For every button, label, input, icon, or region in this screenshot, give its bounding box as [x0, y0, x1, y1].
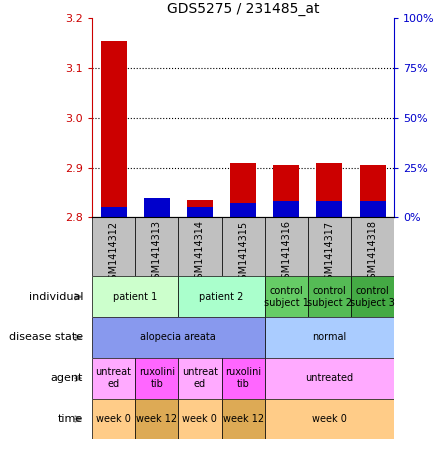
- Bar: [351, 276, 394, 317]
- Title: GDS5275 / 231485_at: GDS5275 / 231485_at: [167, 2, 319, 16]
- Text: agent: agent: [51, 373, 83, 383]
- Text: untreat
ed: untreat ed: [95, 367, 131, 389]
- Bar: [265, 399, 394, 439]
- Text: control
subject 3: control subject 3: [350, 286, 395, 308]
- Bar: [178, 358, 222, 399]
- Text: individual: individual: [29, 292, 83, 302]
- Text: ruxolini
tib: ruxolini tib: [225, 367, 261, 389]
- Text: GSM1414318: GSM1414318: [367, 221, 378, 285]
- Text: control
subject 2: control subject 2: [307, 286, 352, 308]
- Bar: [273, 202, 299, 217]
- Bar: [101, 207, 127, 217]
- Text: week 0: week 0: [312, 414, 347, 424]
- Bar: [178, 276, 265, 317]
- Text: GSM1414316: GSM1414316: [281, 221, 291, 285]
- Text: GSM1414317: GSM1414317: [325, 221, 335, 285]
- Bar: [230, 163, 256, 217]
- Bar: [265, 317, 394, 358]
- Text: ruxolini
tib: ruxolini tib: [139, 367, 175, 389]
- Bar: [135, 399, 178, 439]
- Text: GSM1414315: GSM1414315: [238, 221, 248, 285]
- Bar: [144, 200, 170, 217]
- Bar: [178, 217, 222, 276]
- Bar: [265, 276, 308, 317]
- Bar: [144, 198, 170, 217]
- Bar: [317, 202, 343, 217]
- Text: week 12: week 12: [223, 414, 264, 424]
- Text: time: time: [58, 414, 83, 424]
- Text: disease state: disease state: [9, 333, 83, 342]
- Bar: [92, 276, 178, 317]
- Bar: [265, 217, 308, 276]
- Text: GSM1414314: GSM1414314: [195, 221, 205, 285]
- Bar: [308, 217, 351, 276]
- Bar: [230, 203, 256, 217]
- Bar: [360, 165, 385, 217]
- Bar: [273, 165, 299, 217]
- Bar: [187, 200, 213, 217]
- Bar: [222, 217, 265, 276]
- Text: week 12: week 12: [136, 414, 177, 424]
- Bar: [187, 207, 213, 217]
- Bar: [92, 217, 135, 276]
- Text: alopecia areata: alopecia areata: [141, 333, 216, 342]
- Text: patient 1: patient 1: [113, 292, 157, 302]
- Bar: [178, 399, 222, 439]
- Text: control
subject 1: control subject 1: [264, 286, 309, 308]
- Bar: [360, 202, 385, 217]
- Bar: [351, 217, 394, 276]
- Bar: [135, 217, 178, 276]
- Text: GSM1414313: GSM1414313: [152, 221, 162, 285]
- Bar: [317, 163, 343, 217]
- Text: week 0: week 0: [183, 414, 217, 424]
- Bar: [222, 399, 265, 439]
- Bar: [92, 399, 135, 439]
- Bar: [222, 358, 265, 399]
- Bar: [135, 358, 178, 399]
- Bar: [101, 41, 127, 217]
- Bar: [92, 317, 265, 358]
- Text: GSM1414312: GSM1414312: [109, 221, 119, 285]
- Text: untreat
ed: untreat ed: [182, 367, 218, 389]
- Bar: [92, 358, 135, 399]
- Text: normal: normal: [312, 333, 346, 342]
- Text: week 0: week 0: [96, 414, 131, 424]
- Text: untreated: untreated: [305, 373, 353, 383]
- Bar: [265, 358, 394, 399]
- Text: patient 2: patient 2: [199, 292, 244, 302]
- Bar: [308, 276, 351, 317]
